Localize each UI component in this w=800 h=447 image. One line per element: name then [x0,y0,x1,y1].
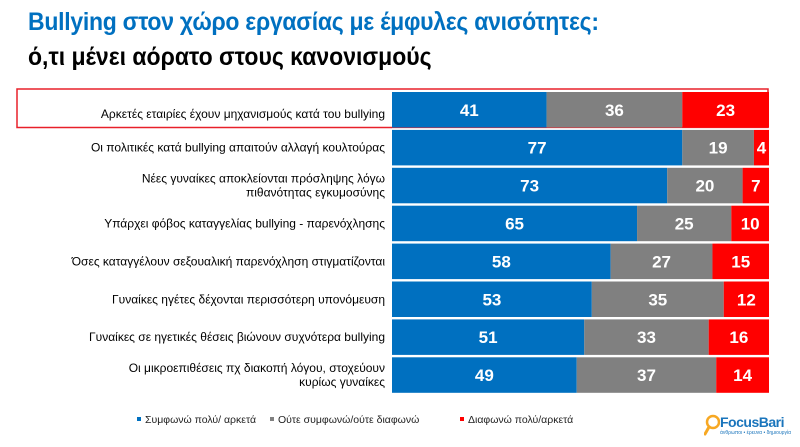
bar-segment [392,205,638,242]
focusbari-logo: FocusBari άνθρωποι • έρευνα • δημιουργία [704,414,791,436]
data-label: 14 [733,366,752,385]
category-label: Νέες γυναίκες αποκλείονται πρόσληψης λόγ… [142,172,385,200]
bar-segment [392,319,585,355]
data-label: 65 [505,214,524,233]
bar-segment [546,92,683,128]
data-label: 23 [716,101,735,120]
data-label: 20 [695,177,714,196]
bar-segment [708,319,769,355]
category-label: Υπάρχει φόβος καταγγελίας bullying - παρ… [104,216,385,230]
bar-segment [682,92,769,128]
bar-segment [392,243,611,280]
category-label: Οι πολιτικές κατά bullying απαιτούν αλλα… [91,141,385,155]
data-label: 73 [520,177,539,196]
bar-segment [682,129,754,166]
bar-segment [392,167,668,204]
logo-tagline: άνθρωποι • έρευνα • δημιουργία [720,430,792,436]
data-label: 53 [482,290,501,309]
category-label: Όσες καταγγέλουν σεξουαλική παρενόχληση … [71,254,386,268]
bar-segment [392,129,683,166]
data-label: 77 [528,139,547,158]
category-label: Αρκετές εταιρίες έχουν μηχανισμούς κατά … [101,107,385,121]
category-label: Γυναίκες ηγέτες δέχονται περισσότερη υπο… [112,292,385,306]
bar-segment [392,357,577,393]
legend-label: Ούτε συμφωνώ/ούτε διαφωνώ [278,414,419,426]
data-label: 19 [709,139,728,158]
data-label: 12 [737,290,756,309]
data-label: 37 [637,366,656,385]
logo-text: FocusBari [720,414,784,430]
bar-segment [753,129,769,166]
data-label: 10 [741,214,760,233]
bar-segment [392,281,592,317]
legend-label: Διαφωνώ πολύ/αρκετά [468,414,573,426]
bar-segment [667,167,743,204]
bar-segment [742,167,769,204]
legend-marker [137,417,141,421]
magnifier-icon [704,414,720,436]
data-label: 25 [675,214,694,233]
logo-text-group: FocusBari άνθρωποι • έρευνα • δημιουργία [720,414,791,436]
data-label: 7 [751,177,760,196]
bar-segment [637,205,732,242]
legend-marker [270,417,274,421]
bar-segment [584,319,709,355]
legend-label: Συμφωνώ πολύ/ αρκετά [145,414,256,426]
data-label: 33 [637,328,656,347]
data-label: 49 [475,366,494,385]
bar-segment [723,281,769,317]
data-label: 51 [479,328,498,347]
chart-title: Bullying στον χώρο εργασίας με έμφυλες α… [28,8,599,36]
category-label: Γυναίκες σε ηγετικές θέσεις βιώνουν συχν… [89,330,385,344]
data-label: 58 [492,252,511,271]
bar-segment [716,357,769,393]
bar-segment [591,281,724,317]
data-label: 15 [731,252,750,271]
bar-segment [392,92,547,128]
data-label: 4 [757,139,767,158]
chart-subtitle: ό,τι μένει αόρατο στους κανονισμούς [28,43,432,71]
bar-segment [731,205,769,242]
data-label: 35 [648,290,667,309]
data-label: 41 [460,101,479,120]
data-label: 16 [729,328,748,347]
bar-segment [712,243,769,280]
bar-segment [610,243,713,280]
legend-marker [460,417,464,421]
data-label: 27 [652,252,671,271]
data-label: 36 [605,101,624,120]
bar-segment [576,357,717,393]
category-label: Οι μικροεπιθέσεις πχ διακοπή λόγου, στοχ… [129,361,386,389]
